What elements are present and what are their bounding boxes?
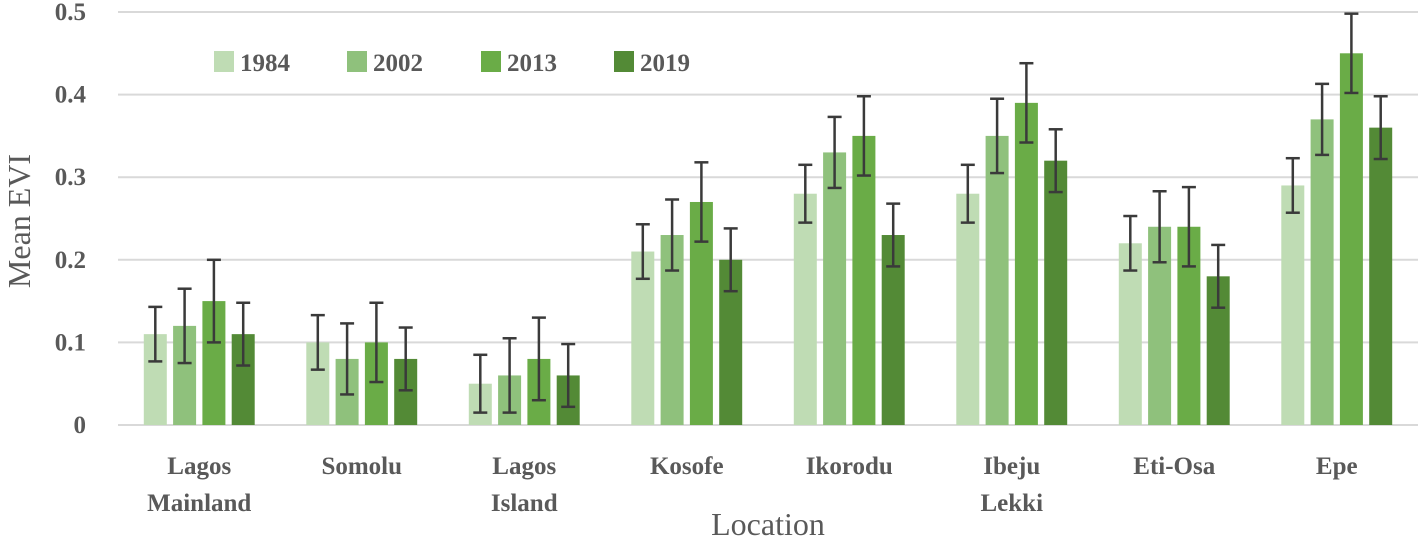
x-tick-label: Mainland — [147, 490, 251, 517]
bar-2013 — [1339, 53, 1363, 426]
x-tick-label: Ibeju — [983, 453, 1040, 480]
error-bar-2013 — [694, 161, 709, 243]
error-bar-2019 — [398, 326, 413, 392]
error-bar-2013 — [206, 258, 221, 344]
error-bar-2013 — [369, 301, 384, 384]
bar-2013 — [1177, 226, 1201, 425]
error-bar-2019 — [1373, 95, 1388, 161]
x-tick-label: Lagos — [167, 453, 231, 480]
error-bar-2019 — [561, 342, 576, 409]
error-bar-1984 — [960, 163, 975, 224]
bar-2013 — [364, 342, 388, 425]
legend-label: 2002 — [373, 50, 423, 77]
bar-1984 — [631, 251, 655, 425]
legend-swatch — [481, 51, 501, 72]
error-bar-2013 — [856, 95, 871, 177]
y-axis-title: Mean EVI — [1, 154, 37, 288]
legend: 1984 2002 2013 2019 — [214, 50, 690, 77]
legend-item-1984: 1984 — [214, 50, 291, 77]
y-tick-label: 0.2 — [55, 247, 86, 274]
bars — [143, 53, 1393, 426]
error-bar-2002 — [990, 97, 1005, 175]
bar-1984 — [956, 193, 980, 425]
error-bar-1984 — [310, 313, 325, 371]
bar-1984 — [793, 193, 817, 425]
legend-label: 2013 — [507, 50, 557, 77]
bar-2002 — [660, 235, 684, 425]
error-bar-2002 — [177, 287, 192, 365]
error-bar-2019 — [236, 301, 251, 367]
bar-2019 — [231, 334, 255, 425]
error-bar-2002 — [340, 322, 355, 396]
x-tick-label: Lagos — [492, 453, 556, 480]
legend-item-2019: 2019 — [614, 50, 690, 77]
bar-2013 — [1014, 102, 1038, 426]
bar-1984 — [143, 334, 167, 425]
gridlines — [118, 11, 1418, 426]
error-bar-2019 — [1211, 243, 1226, 309]
y-tick-label: 0.5 — [55, 0, 86, 26]
error-bar-2002 — [1315, 82, 1330, 157]
bar-2013 — [202, 301, 226, 425]
y-tick-label: 0.1 — [55, 329, 86, 356]
x-tick-label: Eti-Osa — [1133, 453, 1215, 480]
y-axis-ticks: 0 0.1 0.2 0.3 0.4 0.5 — [55, 0, 87, 439]
bar-1984 — [306, 342, 330, 425]
bar-2002 — [823, 152, 847, 426]
bar-2002 — [985, 135, 1009, 425]
x-tick-label: Somolu — [321, 453, 402, 480]
error-bar-1984 — [798, 163, 813, 224]
bar-2019 — [719, 259, 743, 425]
error-bar-2002 — [827, 115, 842, 190]
bar-2019 — [881, 235, 905, 425]
error-bar-1984 — [148, 305, 163, 363]
bar-2013 — [852, 135, 876, 425]
y-tick-label: 0.3 — [55, 164, 86, 191]
error-bar-1984 — [1285, 156, 1300, 214]
error-bar-1984 — [1123, 214, 1138, 272]
y-tick-label: 0 — [74, 412, 87, 439]
error-bar-2013 — [1344, 12, 1359, 95]
error-bar-2002 — [1152, 189, 1167, 264]
bar-2019 — [394, 358, 418, 425]
error-bars — [148, 12, 1388, 414]
error-bar-2019 — [723, 227, 738, 293]
x-tick-label: Epe — [1316, 453, 1358, 480]
bar-2002 — [1148, 226, 1172, 425]
bar-2019 — [1044, 160, 1068, 425]
error-bar-2013 — [1019, 61, 1034, 144]
error-bar-2019 — [886, 202, 901, 268]
legend-item-2013: 2013 — [481, 50, 557, 77]
error-bar-1984 — [473, 353, 488, 414]
x-axis-title: Location — [711, 506, 825, 538]
legend-item-2002: 2002 — [347, 50, 423, 77]
bar-1984 — [1281, 185, 1305, 425]
bar-1984 — [1118, 243, 1142, 425]
error-bar-2013 — [531, 316, 546, 402]
error-bar-2019 — [1048, 128, 1063, 194]
legend-swatch — [347, 51, 367, 72]
bar-2019 — [1206, 276, 1230, 425]
legend-label: 2019 — [640, 50, 690, 77]
legend-swatch — [214, 51, 234, 72]
legend-swatch — [614, 51, 634, 72]
bar-2002 — [173, 325, 197, 425]
x-tick-label: Kosofe — [650, 453, 724, 480]
y-tick-label: 0.4 — [55, 82, 87, 109]
x-tick-label: Ikorodu — [806, 453, 893, 480]
error-bar-2002 — [502, 337, 517, 414]
bar-2013 — [689, 201, 713, 425]
x-tick-label: Lekki — [980, 490, 1043, 517]
bar-2002 — [1310, 119, 1334, 425]
error-bar-2002 — [665, 198, 680, 272]
error-bar-1984 — [635, 223, 650, 281]
x-tick-label: Island — [491, 490, 558, 517]
bar-2019 — [1369, 127, 1393, 425]
error-bar-2013 — [1181, 185, 1196, 268]
legend-label: 1984 — [240, 50, 291, 77]
x-axis-categories: Lagos Mainland Somolu Lagos Island Kosofe Ikor… — [147, 453, 1357, 517]
